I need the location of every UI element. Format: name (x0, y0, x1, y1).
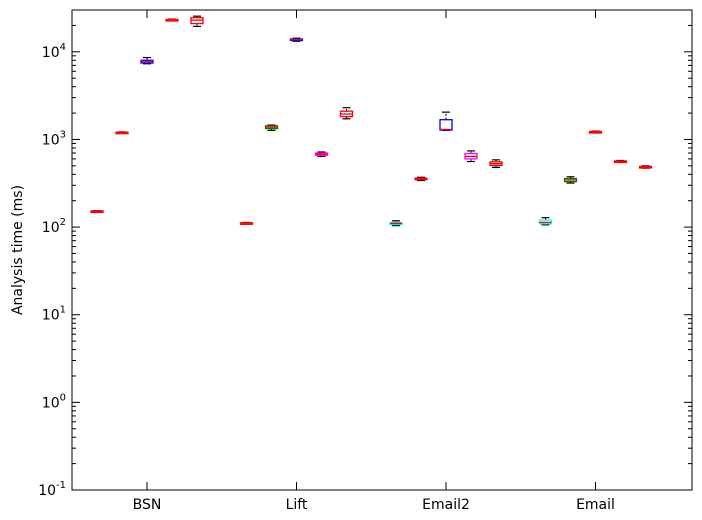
box-bsn-2 (115, 131, 129, 135)
box-lift-3 (289, 37, 304, 42)
box-email2-2 (414, 176, 428, 182)
box-email2-1 (389, 220, 403, 227)
box-bsn-1 (90, 210, 104, 214)
y-tick-label: 10-1 (38, 480, 66, 499)
box-lift-5 (339, 107, 354, 120)
x-axis: BSN Lift Email2 Email (133, 10, 615, 513)
x-category-label: BSN (133, 497, 162, 513)
box-lift-1 (239, 221, 254, 225)
box-bsn-5 (190, 15, 204, 27)
box-email2-3 (439, 111, 453, 131)
x-category-label: Email2 (422, 497, 470, 513)
y-tick-exponent: 1 (60, 305, 66, 316)
y-tick-exponent: 0 (60, 392, 66, 403)
box-email-1 (538, 217, 553, 226)
y-axis-label: Analysis time (ms) (10, 185, 26, 315)
y-tick-base: 10 (42, 132, 60, 148)
box-lift-4 (314, 151, 329, 158)
box-email-2 (563, 176, 578, 184)
y-tick-exponent: 3 (60, 129, 66, 140)
y-tick-label: 101 (42, 305, 66, 324)
plot-area (71, 9, 693, 491)
box-bsn-3 (140, 56, 154, 65)
x-category-label: Lift (286, 497, 308, 513)
y-tick-exponent: 2 (60, 217, 66, 228)
y-tick-base: 10 (42, 45, 60, 61)
box-lift-2 (264, 124, 279, 131)
y-tick-label: 103 (42, 129, 66, 148)
x-category-label: Email (576, 497, 615, 513)
box-email-3 (588, 130, 603, 134)
box-email2-5 (489, 159, 503, 168)
y-tick-base: 10 (38, 483, 56, 499)
y-tick-label: 104 (42, 42, 66, 61)
y-tick-label: 102 (42, 217, 66, 236)
y-tick-exponent: 4 (60, 42, 66, 53)
y-tick-base: 10 (42, 220, 60, 236)
box-email-5 (638, 165, 653, 169)
box-email2-4 (464, 150, 478, 163)
y-tick-base: 10 (42, 395, 60, 411)
box-email-4 (613, 159, 628, 164)
y-tick-exponent: -1 (56, 480, 66, 491)
y-tick-base: 10 (42, 308, 60, 324)
boxes-layer (90, 15, 653, 227)
box-bsn-4 (165, 18, 179, 22)
y-tick-label: 100 (42, 392, 66, 411)
box-body (439, 119, 453, 131)
